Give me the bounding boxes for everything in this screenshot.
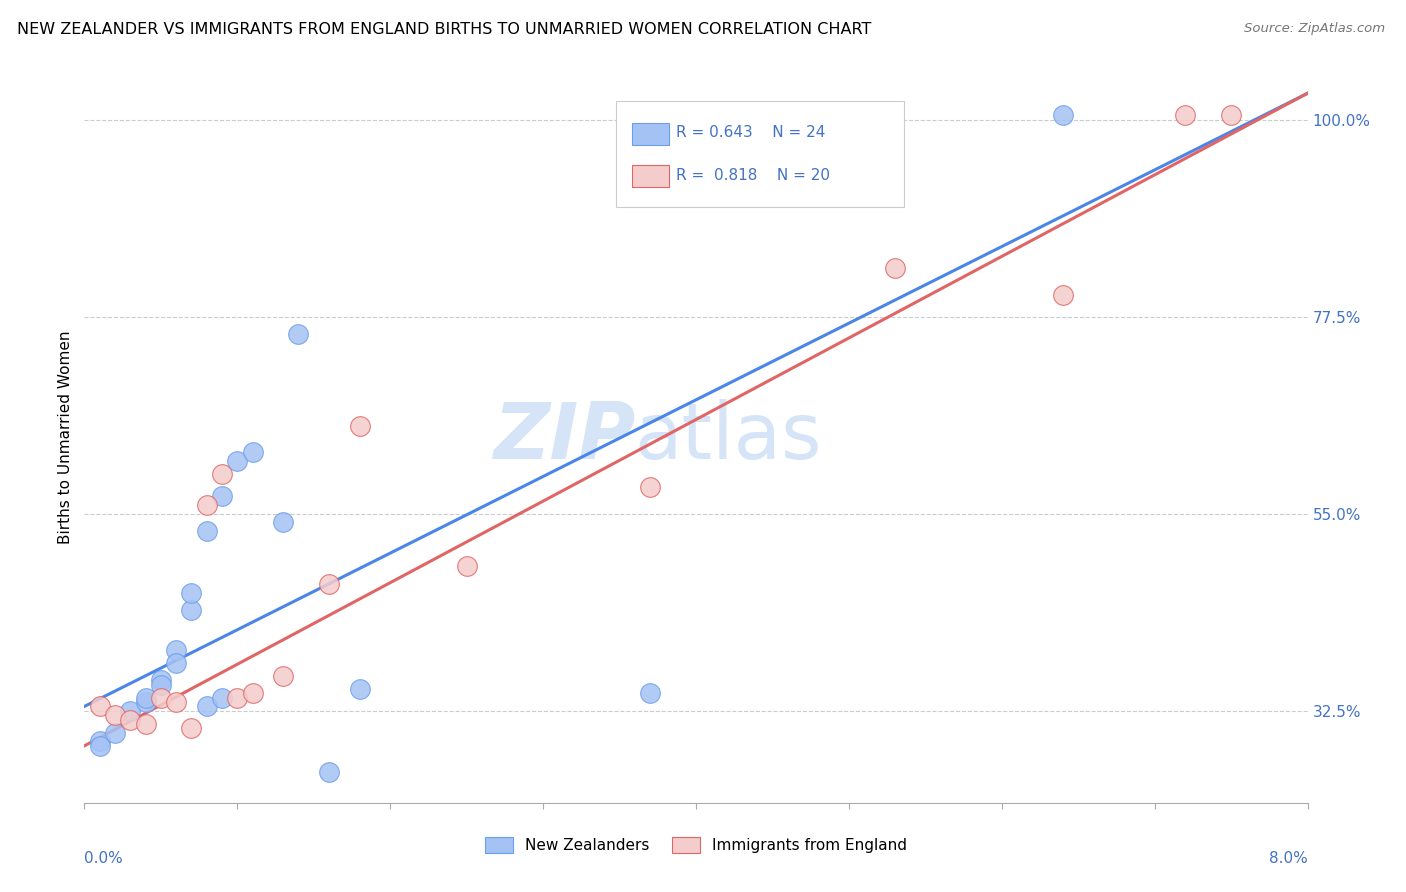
FancyBboxPatch shape xyxy=(633,122,669,145)
Point xyxy=(195,524,218,539)
Point xyxy=(104,725,127,739)
Point xyxy=(1052,287,1074,301)
Point xyxy=(195,699,218,714)
Point xyxy=(638,480,661,494)
Point xyxy=(165,642,187,657)
Point xyxy=(883,261,905,276)
Point xyxy=(120,704,142,718)
Point xyxy=(120,713,142,727)
Text: NEW ZEALANDER VS IMMIGRANTS FROM ENGLAND BIRTHS TO UNMARRIED WOMEN CORRELATION C: NEW ZEALANDER VS IMMIGRANTS FROM ENGLAND… xyxy=(17,22,872,37)
Text: 8.0%: 8.0% xyxy=(1268,851,1308,866)
Point xyxy=(211,489,233,503)
Legend: New Zealanders, Immigrants from England: New Zealanders, Immigrants from England xyxy=(478,830,914,861)
Point xyxy=(271,669,294,683)
Point xyxy=(149,690,172,705)
Point xyxy=(165,656,187,670)
FancyBboxPatch shape xyxy=(616,101,904,207)
Text: R =  0.818    N = 20: R = 0.818 N = 20 xyxy=(676,169,831,184)
Point xyxy=(180,603,202,617)
Point xyxy=(195,498,218,512)
Point xyxy=(211,690,233,705)
Point xyxy=(226,690,249,705)
Point xyxy=(135,695,157,709)
Point xyxy=(89,734,111,748)
Point xyxy=(180,585,202,599)
Point xyxy=(135,717,157,731)
Point xyxy=(1220,108,1243,122)
Point xyxy=(226,454,249,468)
Point xyxy=(318,765,340,780)
Point xyxy=(104,708,127,723)
Point xyxy=(349,681,371,696)
Point xyxy=(242,686,264,700)
Point xyxy=(135,690,157,705)
Point xyxy=(271,516,294,530)
Point xyxy=(349,419,371,434)
Point xyxy=(1174,108,1197,122)
Point xyxy=(165,695,187,709)
Point xyxy=(89,699,111,714)
Point xyxy=(1052,108,1074,122)
Text: ZIP: ZIP xyxy=(492,399,636,475)
Text: Source: ZipAtlas.com: Source: ZipAtlas.com xyxy=(1244,22,1385,36)
FancyBboxPatch shape xyxy=(633,165,669,187)
Point xyxy=(287,327,309,342)
Point xyxy=(242,445,264,459)
Point xyxy=(211,467,233,482)
Point xyxy=(318,576,340,591)
Point xyxy=(149,673,172,688)
Text: atlas: atlas xyxy=(636,399,823,475)
Point xyxy=(180,722,202,736)
Point xyxy=(149,677,172,691)
Point xyxy=(638,686,661,700)
Point xyxy=(89,739,111,753)
Point xyxy=(456,559,478,574)
Text: 0.0%: 0.0% xyxy=(84,851,124,866)
Text: R = 0.643    N = 24: R = 0.643 N = 24 xyxy=(676,125,825,140)
Y-axis label: Births to Unmarried Women: Births to Unmarried Women xyxy=(58,330,73,544)
